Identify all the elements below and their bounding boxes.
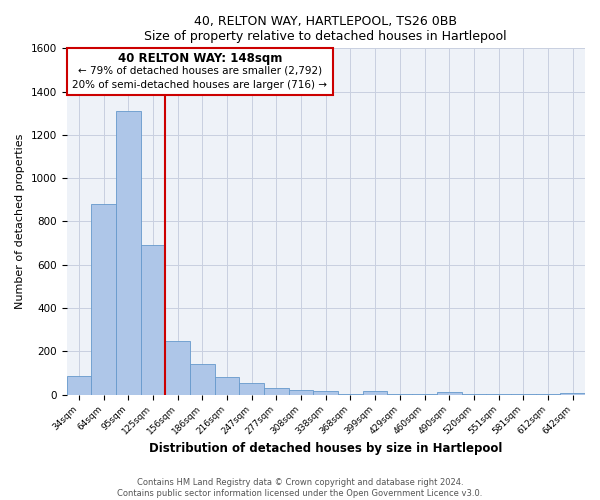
Bar — [140, 246, 165, 394]
Bar — [91, 204, 116, 394]
X-axis label: Distribution of detached houses by size in Hartlepool: Distribution of detached houses by size … — [149, 442, 502, 455]
Bar — [67, 48, 333, 95]
Title: 40, RELTON WAY, HARTLEPOOL, TS26 0BB
Size of property relative to detached house: 40, RELTON WAY, HARTLEPOOL, TS26 0BB Siz… — [145, 15, 507, 43]
Text: 20% of semi-detached houses are larger (716) →: 20% of semi-detached houses are larger (… — [73, 80, 328, 90]
Bar — [363, 390, 388, 394]
Bar — [264, 388, 289, 394]
Text: 40 RELTON WAY: 148sqm: 40 RELTON WAY: 148sqm — [118, 52, 282, 64]
Text: Contains HM Land Registry data © Crown copyright and database right 2024.
Contai: Contains HM Land Registry data © Crown c… — [118, 478, 482, 498]
Bar — [190, 364, 215, 394]
Bar — [67, 376, 91, 394]
Bar — [313, 392, 338, 394]
Y-axis label: Number of detached properties: Number of detached properties — [15, 134, 25, 309]
Bar — [165, 340, 190, 394]
Bar — [437, 392, 461, 394]
Bar — [289, 390, 313, 394]
Text: ← 79% of detached houses are smaller (2,792): ← 79% of detached houses are smaller (2,… — [78, 66, 322, 76]
Bar — [215, 378, 239, 394]
Bar — [560, 393, 585, 394]
Bar — [239, 382, 264, 394]
Bar — [116, 111, 140, 395]
